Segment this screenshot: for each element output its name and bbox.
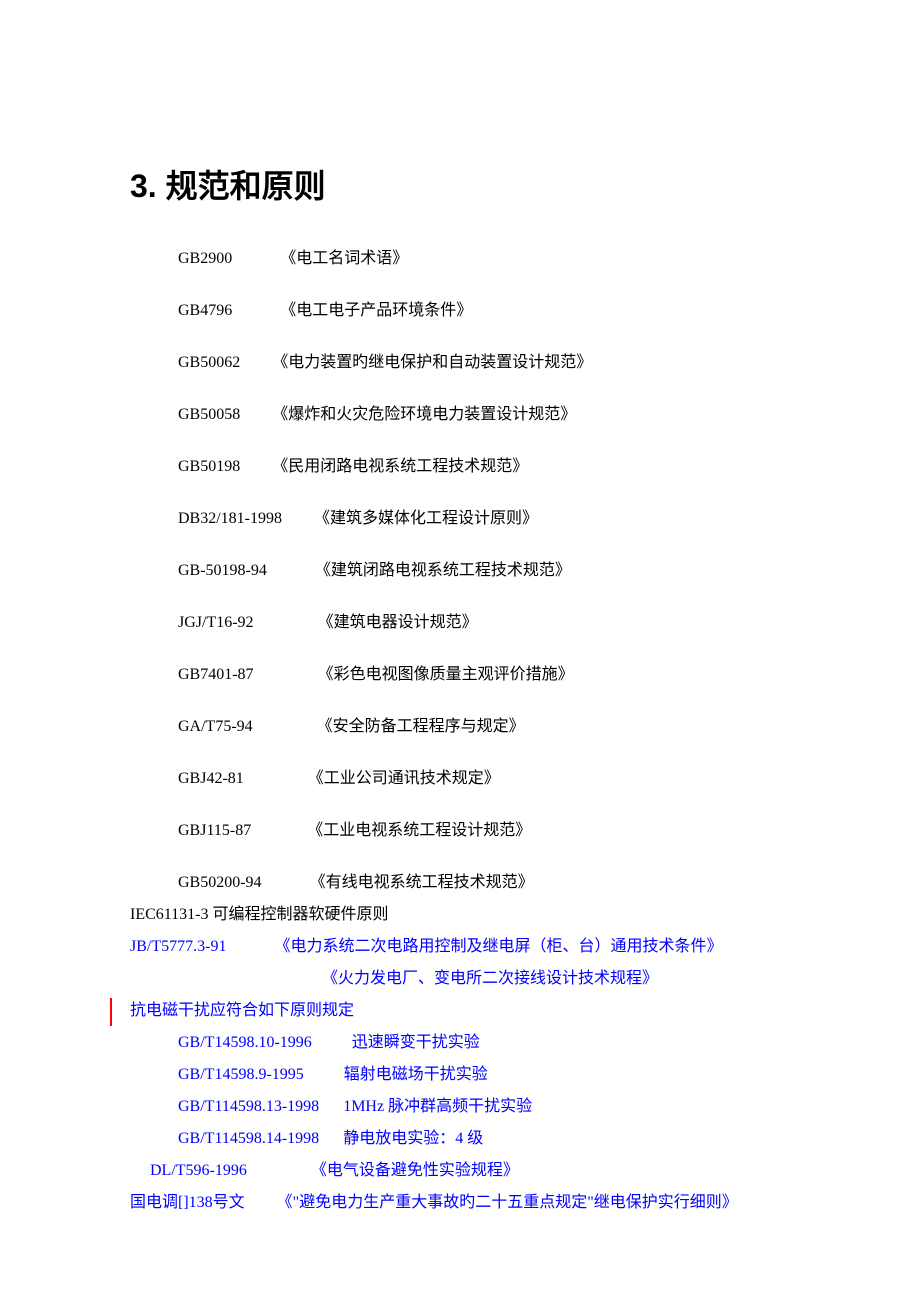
standard-title: 《爆炸和火灾危险环境电力装置设计规范》 bbox=[272, 406, 576, 423]
emi-code: GB/T14598.10-1996 bbox=[178, 1034, 312, 1051]
emi-item: GB/T14598.9-1995 辐射电磁场干扰实验 bbox=[178, 1059, 790, 1091]
iec-line: IEC61131-3 可编程控制器软硬件原则 bbox=[130, 899, 790, 931]
emi-code: GB/T114598.13-1998 bbox=[178, 1098, 319, 1115]
emi-item: GB/T114598.13-1998 1MHz 脉冲群高频干扰实验 bbox=[178, 1091, 790, 1123]
emi-code: GB/T114598.14-1998 bbox=[178, 1130, 319, 1147]
standard-code: GBJ115-87 bbox=[178, 819, 251, 843]
emi-item: GB/T14598.10-1996 迅速瞬变干扰实验 bbox=[178, 1027, 790, 1059]
standard-item: DB32/181-1998 《建筑多媒体化工程设计原则》 bbox=[178, 507, 790, 531]
standard-code: GB50200-94 bbox=[178, 871, 262, 895]
jb-code: JB/T5777.3-91 bbox=[130, 938, 226, 955]
dl-title: 《电气设备避免性实验规程》 bbox=[311, 1162, 519, 1179]
emi-item: GB/T114598.14-1998 静电放电实验：4 级 bbox=[178, 1123, 790, 1155]
standard-item: GB50198 《民用闭路电视系统工程技术规范》 bbox=[178, 455, 790, 479]
standard-code: GA/T75-94 bbox=[178, 715, 253, 739]
standard-item: GB50058 《爆炸和火灾危险环境电力装置设计规范》 bbox=[178, 403, 790, 427]
standard-title: 《建筑电器设计规范》 bbox=[318, 614, 478, 631]
standards-list: GB2900 《电工名词术语》 GB4796 《电工电子产品环境条件》 GB5006… bbox=[130, 247, 790, 895]
iec-title: 可编程控制器软硬件原则 bbox=[213, 906, 389, 923]
standard-title: 《工业公司通讯技术规定》 bbox=[308, 770, 500, 787]
guodian-code: 国电调[]138号文 bbox=[130, 1194, 245, 1211]
standard-item: GBJ115-87 《工业电视系统工程设计规范》 bbox=[178, 819, 790, 843]
standard-code: GBJ42-81 bbox=[178, 767, 244, 791]
standard-item: GB4796 《电工电子产品环境条件》 bbox=[178, 299, 790, 323]
standard-code: GB50198 bbox=[178, 455, 240, 479]
standard-title: 《建筑闭路电视系统工程技术规范》 bbox=[315, 562, 571, 579]
standard-title: 《电力装置旳继电保护和自动装置设计规范》 bbox=[272, 354, 592, 371]
standard-title: 《民用闭路电视系统工程技术规范》 bbox=[272, 458, 528, 475]
emi-title: 静电放电实验：4 级 bbox=[343, 1130, 483, 1147]
jb-title: 《电力系统二次电路用控制及继电屏（柜、台）通用技术条件》 bbox=[274, 938, 722, 955]
standard-item: GB2900 《电工名词术语》 bbox=[178, 247, 790, 271]
standard-item: GB7401-87 《彩色电视图像质量主观评价措施》 bbox=[178, 663, 790, 687]
standard-item: GBJ42-81 《工业公司通讯技术规定》 bbox=[178, 767, 790, 791]
standard-code: GB50058 bbox=[178, 403, 240, 427]
standard-title: 《工业电视系统工程设计规范》 bbox=[307, 822, 531, 839]
guodian-title: 《"避免电力生产重大事故旳二十五重点规定"继电保护实行细则》 bbox=[277, 1194, 738, 1211]
standard-code: DB32/181-1998 bbox=[178, 507, 282, 531]
emi-code: GB/T14598.9-1995 bbox=[178, 1066, 304, 1083]
standard-item: GA/T75-94 《安全防备工程程序与规定》 bbox=[178, 715, 790, 739]
section-heading: 3. 规范和原则 bbox=[130, 161, 790, 207]
emi-header: 抗电磁干扰应符合如下原则规定 bbox=[130, 995, 790, 1027]
iec-code: IEC61131-3 bbox=[130, 906, 209, 923]
standard-code: GB50062 bbox=[178, 351, 240, 375]
standard-code: GB4796 bbox=[178, 299, 232, 323]
dl-line: DL/T596-1996 《电气设备避免性实验规程》 bbox=[150, 1155, 790, 1187]
standard-code: GB-50198-94 bbox=[178, 559, 267, 583]
standard-item: GB50062 《电力装置旳继电保护和自动装置设计规范》 bbox=[178, 351, 790, 375]
standard-title: 《建筑多媒体化工程设计原则》 bbox=[314, 510, 538, 527]
standard-item: JGJ/T16-92 《建筑电器设计规范》 bbox=[178, 611, 790, 635]
jb-continued: 《火力发电厂、变电所二次接线设计技术规程》 bbox=[322, 963, 790, 995]
standard-code: GB2900 bbox=[178, 247, 232, 271]
standard-item: GB50200-94 《有线电视系统工程技术规范》 bbox=[178, 871, 790, 895]
document-page: 3. 规范和原则 GB2900 《电工名词术语》 GB4796 《电工电子产品环境条… bbox=[0, 0, 920, 1279]
guodian-line: 国电调[]138号文 《"避免电力生产重大事故旳二十五重点规定"继电保护实行细则》 bbox=[130, 1187, 790, 1219]
standard-title: 《有线电视系统工程技术规范》 bbox=[310, 874, 534, 891]
standard-title: 《电工电子产品环境条件》 bbox=[280, 302, 472, 319]
revision-marker bbox=[110, 998, 112, 1026]
standard-title: 《安全防备工程程序与规定》 bbox=[317, 718, 525, 735]
standard-item: GB-50198-94 《建筑闭路电视系统工程技术规范》 bbox=[178, 559, 790, 583]
dl-code: DL/T596-1996 bbox=[150, 1162, 247, 1179]
standard-title: 《彩色电视图像质量主观评价措施》 bbox=[318, 666, 574, 683]
standard-code: GB7401-87 bbox=[178, 663, 254, 687]
emi-title: 1MHz 脉冲群高频干扰实验 bbox=[343, 1098, 532, 1115]
standard-code: JGJ/T16-92 bbox=[178, 611, 254, 635]
emi-title: 辐射电磁场干扰实验 bbox=[344, 1066, 488, 1083]
emi-list: GB/T14598.10-1996 迅速瞬变干扰实验 GB/T14598.9-19… bbox=[130, 1027, 790, 1155]
jb-line: JB/T5777.3-91 《电力系统二次电路用控制及继电屏（柜、台）通用技术条件… bbox=[130, 931, 790, 963]
emi-title: 迅速瞬变干扰实验 bbox=[352, 1034, 480, 1051]
standard-title: 《电工名词术语》 bbox=[280, 250, 408, 267]
